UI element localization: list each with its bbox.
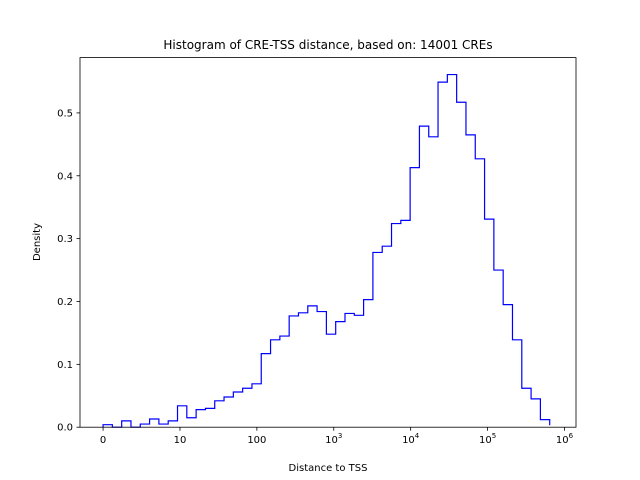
x-tick-label: 10 [174, 435, 187, 446]
y-tick-label: 0.5 [57, 108, 73, 119]
x-tick-label: 0 [100, 435, 106, 446]
x-tick-label: 104 [402, 432, 420, 446]
histogram-series [102, 73, 551, 428]
y-tick-label: 0.1 [57, 360, 73, 371]
y-axis-label: Density [32, 223, 43, 261]
plot-area-frame [79, 57, 577, 428]
x-tick-label: 106 [556, 432, 574, 446]
x-tick-label: 100 [247, 435, 266, 446]
y-tick-label: 0.3 [57, 234, 73, 245]
x-tick-label: 103 [325, 432, 342, 446]
x-axis-label: Distance to TSS [289, 463, 368, 474]
x-axis: 0 10 100 103 104 105 106 [100, 427, 574, 446]
y-tick-label: 0.2 [57, 297, 73, 308]
y-axis: 0.0 0.1 0.2 0.3 0.4 0.5 [57, 108, 80, 434]
chart-title: Histogram of CRE-TSS distance, based on:… [163, 38, 492, 52]
y-tick-label: 0.4 [57, 171, 73, 182]
x-tick-label: 105 [479, 432, 496, 446]
y-tick-label: 0.0 [57, 423, 73, 434]
